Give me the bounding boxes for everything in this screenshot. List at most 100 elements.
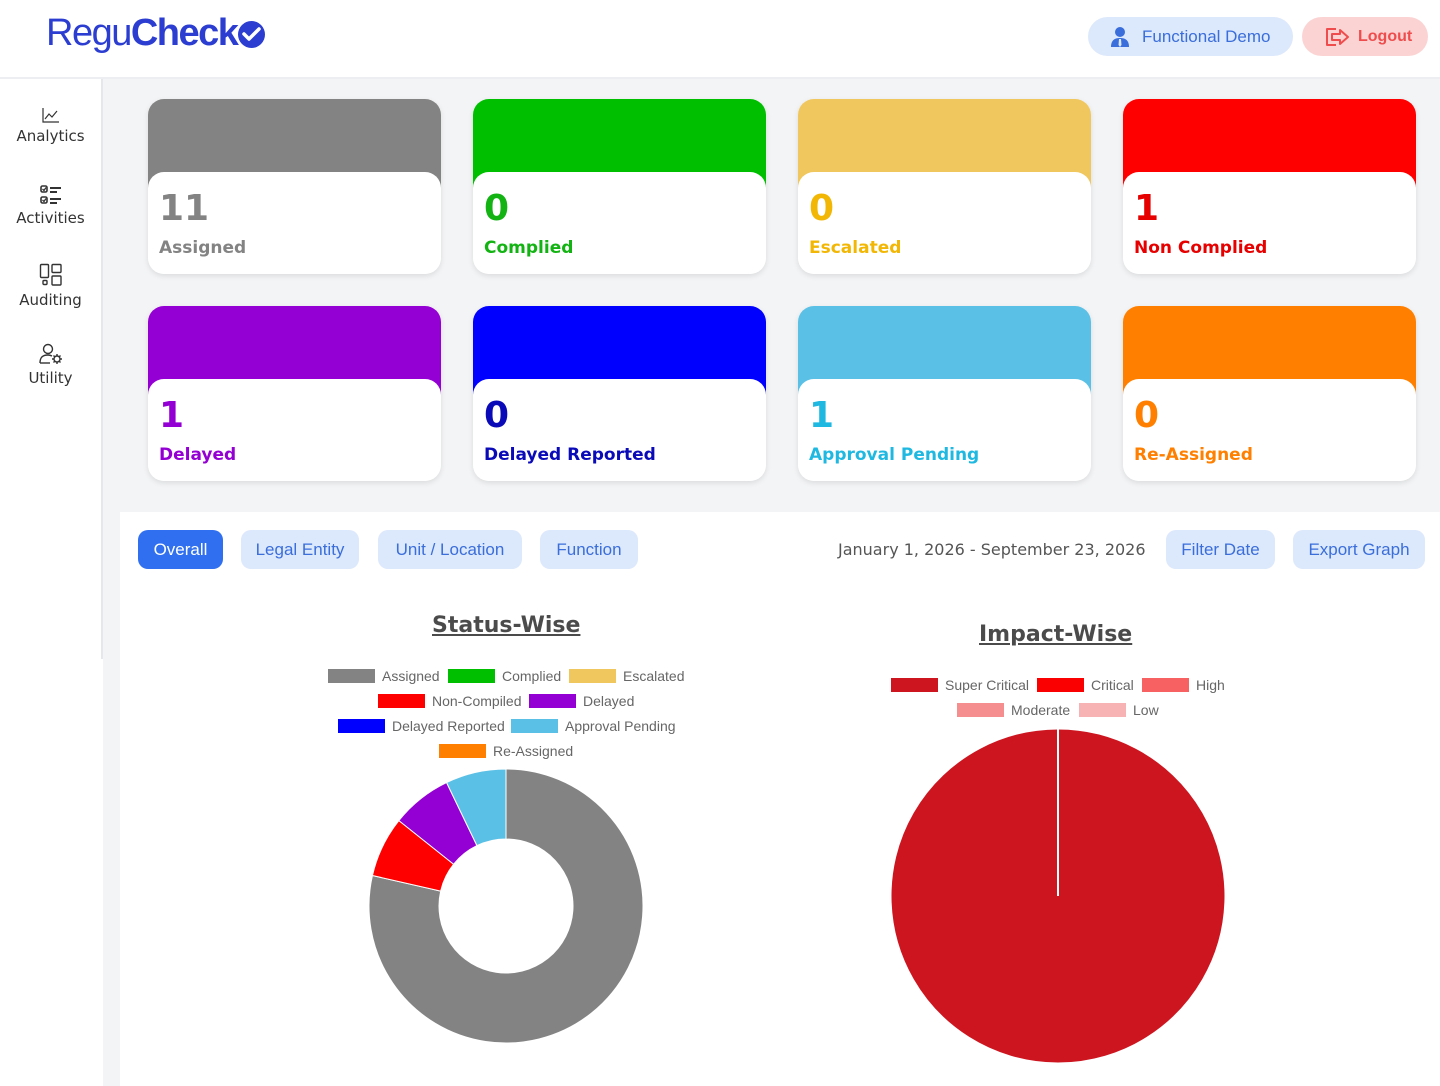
legend-swatch: [529, 694, 576, 708]
tab-legal-entity[interactable]: Legal Entity: [241, 530, 359, 569]
legend-swatch: [1142, 678, 1189, 692]
legend-swatch: [1037, 678, 1084, 692]
card-count: 0: [484, 188, 510, 229]
legend-swatch: [439, 744, 486, 758]
legend-swatch: [338, 719, 385, 733]
legend-label: Super Critical: [945, 677, 1030, 693]
stat-card-re-assigned[interactable]: 0 Re-Assigned: [1123, 306, 1416, 481]
legend-item[interactable]: High: [1142, 677, 1225, 693]
user-profile-label: Functional Demo: [1142, 26, 1271, 46]
logo-text-check: Check: [130, 12, 239, 54]
tab-overall[interactable]: Overall: [138, 530, 223, 569]
legend-label: Assigned: [382, 668, 440, 684]
sidebar-item-label: Analytics: [16, 127, 85, 145]
legend-item[interactable]: Re-Assigned: [439, 743, 573, 759]
sidebar-item-label: Activities: [16, 209, 85, 227]
sidebar-item-activities[interactable]: Activities: [0, 185, 101, 227]
pie-slice-approval-pending[interactable]: [445, 768, 507, 847]
stat-card-escalated[interactable]: 0 Escalated: [798, 99, 1091, 274]
logout-label: Logout: [1358, 27, 1413, 45]
legend-label: Escalated: [623, 668, 685, 684]
card-label: Approval Pending: [809, 445, 980, 465]
card-count: 0: [1134, 395, 1160, 436]
export-graph-button[interactable]: Export Graph: [1293, 530, 1425, 569]
card-label: Assigned: [159, 238, 247, 258]
legend-label: Low: [1133, 702, 1159, 718]
legend-label: Moderate: [1011, 702, 1071, 718]
card-body: 1 Non Complied: [1123, 172, 1416, 274]
legend-item[interactable]: Low: [1079, 702, 1159, 718]
filter-date-button[interactable]: Filter Date: [1166, 530, 1275, 569]
card-body: 11 Assigned: [148, 172, 441, 274]
user-icon: [1111, 26, 1129, 47]
card-label: Re-Assigned: [1134, 445, 1253, 465]
card-body: 1 Delayed: [148, 379, 441, 481]
card-count: 1: [1134, 188, 1160, 229]
legend-swatch: [328, 669, 375, 683]
legend-item[interactable]: Super Critical: [891, 677, 1029, 693]
sidebar-item-auditing[interactable]: Auditing: [0, 263, 101, 309]
card-label: Delayed Reported: [484, 445, 656, 465]
legend-label: High: [1196, 677, 1225, 693]
legend-item[interactable]: Approval Pending: [511, 718, 676, 734]
legend-label: Critical: [1091, 677, 1134, 693]
card-body: 0 Escalated: [798, 172, 1091, 274]
card-count: 1: [809, 395, 835, 436]
user-profile-button[interactable]: Functional Demo: [1088, 17, 1293, 56]
top-header: Regu Check Functional Demo Logout: [0, 0, 1440, 79]
legend-item[interactable]: Critical: [1037, 677, 1134, 693]
legend-swatch: [957, 703, 1004, 717]
card-count: 0: [809, 188, 835, 229]
chart-line-icon: [41, 108, 59, 123]
layout-icon: [39, 263, 62, 286]
card-body: 0 Delayed Reported: [473, 379, 766, 481]
legend-item[interactable]: Non-Compiled: [378, 693, 521, 709]
stat-card-complied[interactable]: 0 Complied: [473, 99, 766, 274]
legend-label: Approval Pending: [565, 718, 676, 734]
user-gear-icon: [38, 343, 62, 364]
card-body: 0 Re-Assigned: [1123, 379, 1416, 481]
checklist-icon: [39, 185, 61, 204]
card-label: Non Complied: [1134, 238, 1268, 258]
card-body: 0 Complied: [473, 172, 766, 274]
card-count: 1: [159, 395, 185, 436]
logout-button[interactable]: Logout: [1302, 17, 1428, 56]
sidebar-item-label: Utility: [28, 369, 73, 387]
card-body: 1 Approval Pending: [798, 379, 1091, 481]
legend-item[interactable]: Delayed Reported: [338, 718, 505, 734]
impact-wise-pie-chart: [890, 728, 1226, 1064]
card-count: 11: [159, 188, 210, 229]
legend-item[interactable]: Delayed: [529, 693, 634, 709]
stat-card-non-complied[interactable]: 1 Non Complied: [1123, 99, 1416, 274]
charts-panel: [120, 512, 1440, 1086]
app-logo[interactable]: Regu Check: [46, 12, 266, 55]
legend-item[interactable]: Assigned: [328, 668, 440, 684]
card-label: Escalated: [809, 238, 902, 258]
legend-label: Non-Compiled: [432, 693, 522, 709]
sidebar-item-label: Auditing: [19, 291, 82, 309]
card-label: Complied: [484, 238, 574, 258]
sidebar-item-utility[interactable]: Utility: [0, 343, 101, 387]
legend-label: Complied: [502, 668, 562, 684]
logo-check-icon: [238, 21, 266, 48]
impact-chart-title: Impact-Wise: [979, 622, 1133, 647]
status-chart-title: Status-Wise: [432, 613, 581, 638]
stat-card-delayed-reported[interactable]: 0 Delayed Reported: [473, 306, 766, 481]
legend-label: Delayed: [583, 693, 635, 709]
legend-swatch: [891, 678, 938, 692]
legend-item[interactable]: Complied: [448, 668, 561, 684]
stat-card-approval-pending[interactable]: 1 Approval Pending: [798, 306, 1091, 481]
stat-card-delayed[interactable]: 1 Delayed: [148, 306, 441, 481]
pie-slice-assigned[interactable]: [368, 768, 644, 1044]
status-wise-doughnut-chart: [368, 768, 644, 1044]
stat-card-assigned[interactable]: 11 Assigned: [148, 99, 441, 274]
logout-icon: [1326, 27, 1349, 46]
legend-label: Delayed Reported: [392, 718, 505, 734]
tab-function[interactable]: Function: [540, 530, 638, 569]
legend-item[interactable]: Moderate: [957, 702, 1070, 718]
card-label: Delayed: [159, 445, 237, 465]
legend-item[interactable]: Escalated: [569, 668, 684, 684]
tab-unit-location[interactable]: Unit / Location: [378, 530, 522, 569]
legend-swatch: [448, 669, 495, 683]
sidebar-item-analytics[interactable]: Analytics: [0, 107, 101, 145]
